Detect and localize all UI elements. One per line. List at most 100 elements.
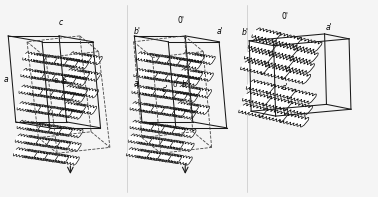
Polygon shape: [286, 59, 314, 73]
Polygon shape: [166, 73, 189, 85]
Polygon shape: [189, 70, 213, 81]
Text: c': c': [282, 83, 288, 92]
Polygon shape: [24, 149, 48, 161]
Polygon shape: [45, 152, 69, 164]
Polygon shape: [282, 70, 311, 84]
Text: c: c: [59, 18, 63, 27]
Polygon shape: [56, 154, 79, 165]
Polygon shape: [155, 72, 179, 83]
Polygon shape: [239, 103, 267, 117]
Polygon shape: [177, 85, 201, 96]
Polygon shape: [49, 106, 73, 118]
Polygon shape: [63, 75, 87, 86]
Polygon shape: [147, 151, 171, 162]
Polygon shape: [143, 86, 166, 98]
Polygon shape: [153, 88, 177, 99]
Text: 0: 0: [173, 82, 177, 88]
Text: a': a': [217, 27, 223, 35]
Polygon shape: [162, 106, 186, 118]
Polygon shape: [59, 126, 83, 138]
Polygon shape: [29, 86, 53, 98]
Polygon shape: [42, 72, 66, 83]
Text: c': c': [161, 85, 168, 94]
Text: a: a: [4, 75, 9, 85]
Polygon shape: [176, 75, 200, 86]
Polygon shape: [51, 90, 74, 101]
Polygon shape: [31, 70, 55, 81]
Polygon shape: [273, 33, 301, 47]
Polygon shape: [54, 56, 78, 68]
Polygon shape: [157, 55, 181, 66]
Polygon shape: [59, 108, 83, 119]
Polygon shape: [126, 148, 150, 159]
Polygon shape: [269, 44, 297, 58]
Polygon shape: [44, 55, 68, 66]
Polygon shape: [141, 122, 164, 133]
Polygon shape: [13, 148, 37, 159]
Polygon shape: [65, 58, 89, 69]
Polygon shape: [246, 80, 275, 94]
Polygon shape: [252, 28, 280, 42]
Polygon shape: [128, 134, 152, 145]
Polygon shape: [187, 86, 211, 98]
Polygon shape: [134, 68, 158, 80]
Text: a: a: [133, 79, 138, 88]
Text: 0: 0: [53, 78, 57, 84]
Polygon shape: [130, 102, 154, 113]
Polygon shape: [130, 120, 154, 132]
Text: b: b: [182, 80, 186, 89]
Polygon shape: [248, 39, 277, 53]
Polygon shape: [174, 91, 198, 103]
Polygon shape: [160, 138, 184, 150]
Polygon shape: [61, 91, 85, 103]
Polygon shape: [151, 123, 175, 135]
Polygon shape: [28, 103, 51, 115]
Text: b': b': [133, 27, 141, 35]
Polygon shape: [191, 53, 215, 65]
Text: 0': 0': [282, 12, 288, 21]
Polygon shape: [265, 54, 294, 68]
Polygon shape: [21, 68, 45, 80]
Polygon shape: [293, 38, 322, 52]
Polygon shape: [240, 60, 269, 74]
Polygon shape: [181, 52, 204, 63]
Polygon shape: [36, 137, 60, 148]
Polygon shape: [17, 120, 41, 132]
Polygon shape: [26, 135, 50, 147]
Polygon shape: [259, 108, 288, 122]
Polygon shape: [169, 154, 192, 165]
Polygon shape: [28, 122, 51, 133]
Polygon shape: [66, 68, 90, 80]
Polygon shape: [136, 52, 160, 63]
Polygon shape: [62, 102, 86, 113]
Text: a': a': [326, 23, 333, 32]
Polygon shape: [132, 85, 156, 96]
Polygon shape: [244, 49, 273, 63]
Polygon shape: [17, 102, 41, 113]
Polygon shape: [164, 90, 187, 101]
Polygon shape: [47, 138, 71, 150]
Polygon shape: [146, 53, 170, 65]
Polygon shape: [139, 135, 163, 147]
Polygon shape: [261, 65, 290, 79]
Polygon shape: [19, 85, 43, 96]
Polygon shape: [34, 151, 58, 162]
Text: b: b: [62, 77, 67, 86]
Polygon shape: [77, 70, 100, 81]
Polygon shape: [179, 68, 203, 80]
Polygon shape: [284, 101, 313, 115]
Polygon shape: [141, 103, 164, 115]
Polygon shape: [38, 105, 62, 116]
Polygon shape: [288, 89, 316, 104]
Text: b': b': [241, 29, 248, 37]
Polygon shape: [15, 134, 39, 145]
Polygon shape: [49, 125, 73, 136]
Polygon shape: [75, 86, 98, 98]
Polygon shape: [53, 73, 76, 85]
Polygon shape: [172, 108, 196, 119]
Polygon shape: [149, 137, 173, 148]
Polygon shape: [267, 85, 296, 99]
Polygon shape: [242, 91, 271, 106]
Polygon shape: [175, 102, 199, 113]
Polygon shape: [38, 123, 62, 135]
